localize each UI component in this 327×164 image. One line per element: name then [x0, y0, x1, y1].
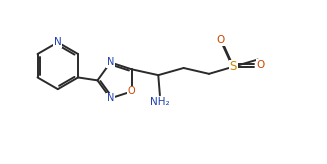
Text: O: O — [128, 86, 135, 96]
Text: NH₂: NH₂ — [150, 97, 170, 107]
Text: O: O — [257, 60, 265, 70]
Text: O: O — [216, 35, 225, 45]
Text: S: S — [230, 60, 237, 73]
Text: N: N — [54, 37, 62, 47]
Text: N: N — [107, 93, 114, 103]
Text: N: N — [107, 57, 114, 67]
